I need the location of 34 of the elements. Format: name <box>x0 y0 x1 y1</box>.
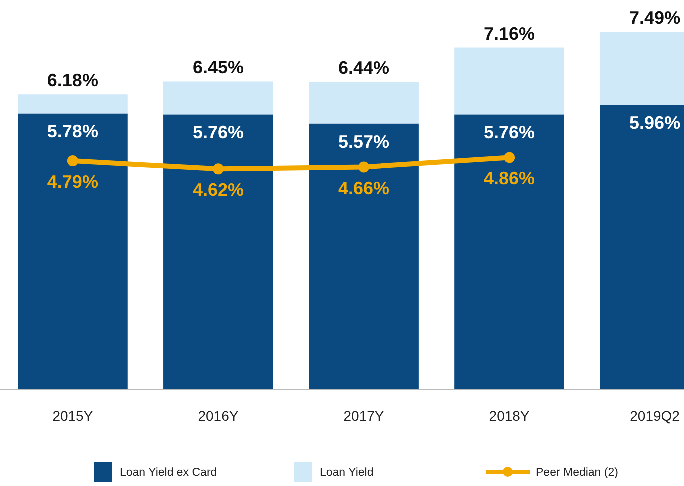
x-tick-label: 2016Y <box>198 408 240 424</box>
bar <box>309 124 419 390</box>
total-label: 7.49% <box>630 8 681 28</box>
total-label: 6.44% <box>338 58 390 78</box>
total-label: 6.18% <box>47 70 98 91</box>
data-label: 5.57% <box>338 132 390 152</box>
data-label: 4.62% <box>192 180 244 200</box>
bar <box>454 48 564 115</box>
point <box>67 156 78 167</box>
data-label: 4.86% <box>484 168 536 189</box>
data-label: 5.78% <box>47 122 98 142</box>
point <box>504 152 516 164</box>
x-tick-label: 2018Y <box>489 408 530 424</box>
data-label: 5.76% <box>484 122 536 143</box>
data-label: 5.76% <box>192 122 244 143</box>
x-tick-label: 2015Y <box>52 408 94 424</box>
bar <box>18 114 128 390</box>
bar <box>18 94 128 114</box>
total-label: 6.45% <box>192 58 244 78</box>
x-tick-label: 2019Q2 <box>630 408 680 424</box>
legend-label: Peer Median (2) <box>536 467 619 479</box>
data-label: 4.79% <box>47 172 98 192</box>
data-label: 5.96% <box>630 113 681 134</box>
bar <box>309 82 419 124</box>
data-label: 4.66% <box>338 178 390 198</box>
total-label: 7.16% <box>484 24 536 44</box>
x-tick-label: 2017Y <box>344 408 385 424</box>
point <box>212 164 224 175</box>
point <box>358 162 370 173</box>
bar <box>164 114 274 390</box>
bar <box>164 82 274 115</box>
legend-label: Loan Yield <box>320 467 374 479</box>
legend-label: Loan Yield ex Card <box>120 467 218 479</box>
bar <box>454 114 564 390</box>
